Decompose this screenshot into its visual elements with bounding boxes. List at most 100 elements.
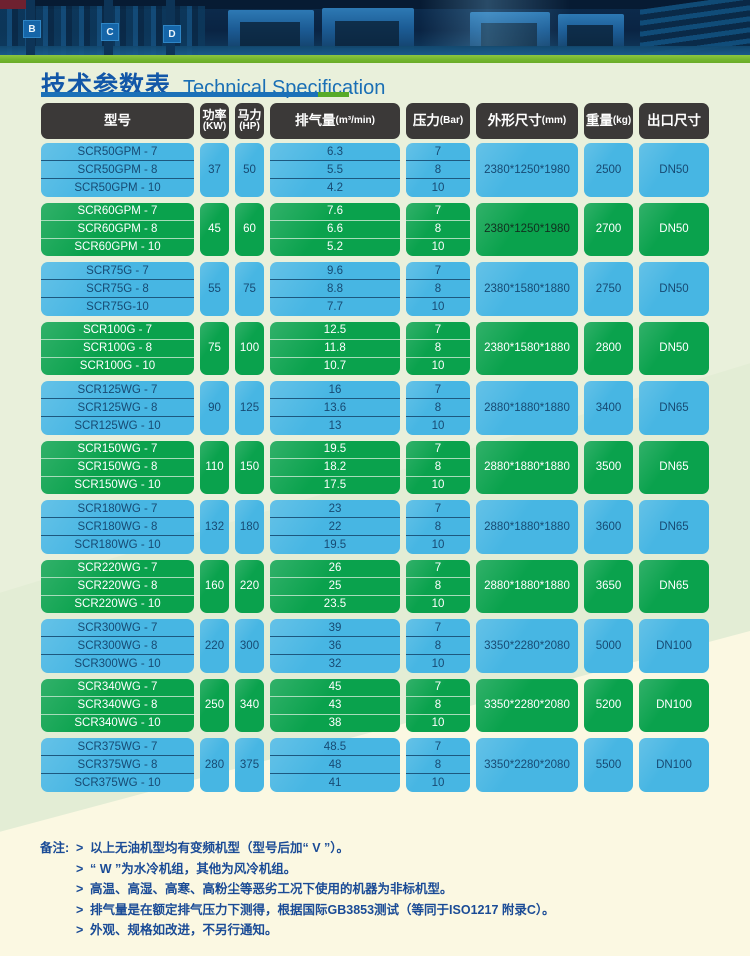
note-line: > 以上无油机型均有变频机型（型号后加“ V ”）。 xyxy=(76,838,555,859)
weight-cell: 5000 xyxy=(584,619,633,673)
pressure-cell-value: 8 xyxy=(406,636,470,654)
displacement-cell: 19.5 18.2 17.5 xyxy=(270,440,400,494)
note-bullet: > xyxy=(76,861,84,876)
dimensions-cell: 3350*2280*2080 xyxy=(476,619,578,673)
header-dimensions: 外形尺寸 (mm) xyxy=(476,103,578,139)
model-cell-value: SCR150WG - 8 xyxy=(41,457,194,476)
pressure-cell-value: 7 xyxy=(434,502,442,515)
outlet-cell: DN65 xyxy=(639,440,709,494)
displacement-cell-value: 4.2 xyxy=(270,178,400,196)
pressure-cell-value: 10 xyxy=(406,535,470,553)
displacement-cell: 23 22 19.5 xyxy=(270,500,400,554)
weight-cell: 2700 xyxy=(584,202,633,256)
model-cell-value: SCR300WG - 10 xyxy=(41,654,194,672)
displacement-cell-value: 38 xyxy=(270,713,400,732)
pressure-cell: 7 8 10 xyxy=(406,143,470,197)
model-cell: SCR340WG - 7 SCR340WG - 8 SCR340WG - 10 xyxy=(41,678,194,732)
dimensions-cell: 2380*1580*1880 xyxy=(476,262,578,316)
model-cell-value: SCR340WG - 10 xyxy=(41,713,194,732)
pressure-cell: 7 8 10 xyxy=(406,440,470,494)
header-outlet: 出口尺寸 xyxy=(639,103,709,139)
banner-red-detail xyxy=(0,0,26,9)
pressure-cell: 7 8 10 xyxy=(406,262,470,316)
notes-lines: > 以上无油机型均有变频机型（型号后加“ V ”）。 > “ W ”为水冷机组，其他为… xyxy=(76,838,555,941)
model-cell-value: SCR375WG - 10 xyxy=(41,773,194,791)
dimensions-cell: 3350*2280*2080 xyxy=(476,738,578,792)
spec-row-scr375wg-7: SCR375WG - 7 SCR375WG - 8 SCR375WG - 10 280… xyxy=(41,738,709,792)
power-cell: 90 xyxy=(200,381,229,435)
outlet-cell: DN100 xyxy=(639,619,709,673)
pressure-cell-value: 10 xyxy=(406,594,470,613)
outlet-cell: DN50 xyxy=(639,143,709,197)
hp-cell: 60 xyxy=(235,202,264,256)
pressure-cell: 7 8 10 xyxy=(406,321,470,375)
pressure-cell-value: 10 xyxy=(406,713,470,732)
model-cell-value: SCR75G - 7 xyxy=(86,264,149,277)
note-bullet: > xyxy=(76,841,84,855)
pressure-cell-value: 7 xyxy=(434,264,442,277)
displacement-cell-value: 17.5 xyxy=(270,475,400,494)
displacement-cell-value: 5.5 xyxy=(270,160,400,178)
outlet-cell: DN65 xyxy=(639,500,709,554)
notes-label: 备注: xyxy=(40,841,70,855)
displacement-cell: 16 13.6 13 xyxy=(270,381,400,435)
displacement-cell-value: 12.5 xyxy=(323,324,347,337)
displacement-cell-value: 18.2 xyxy=(270,457,400,476)
dimensions-cell: 2380*1250*1980 xyxy=(476,143,578,197)
note-text: “ W ”为水冷机组，其他为风冷机组。 xyxy=(90,861,297,876)
displacement-cell-value: 19.5 xyxy=(323,443,347,456)
hp-cell: 125 xyxy=(235,381,264,435)
note-bullet: > xyxy=(76,923,84,937)
dimensions-cell: 3350*2280*2080 xyxy=(476,678,578,732)
model-cell-value: SCR220WG - 7 xyxy=(77,562,158,575)
power-cell: 132 xyxy=(200,500,229,554)
model-cell-value: SCR180WG - 8 xyxy=(41,517,194,535)
model-cell-value: SCR340WG - 8 xyxy=(41,695,194,714)
pressure-cell-value: 7 xyxy=(434,621,442,634)
displacement-cell: 12.5 11.8 10.7 xyxy=(270,321,400,375)
model-cell-value: SCR220WG - 10 xyxy=(41,594,194,613)
hp-cell: 300 xyxy=(235,619,264,673)
model-cell-value: SCR375WG - 7 xyxy=(77,740,158,753)
banner-machine xyxy=(558,14,624,52)
model-cell: SCR50GPM - 7 SCR50GPM - 8 SCR50GPM - 10 xyxy=(41,143,194,197)
model-cell-value: SCR300WG - 8 xyxy=(41,636,194,654)
header-hp: 马力 (HP) xyxy=(235,103,264,139)
note-text: 排气量是在额定排气压力下测得，根据国际GB3853测试（等同于ISO1217 附… xyxy=(90,902,555,917)
displacement-cell-value: 23.5 xyxy=(270,594,400,613)
model-cell-value: SCR125WG - 8 xyxy=(41,398,194,416)
displacement-cell-value: 23 xyxy=(328,502,342,515)
weight-cell: 5200 xyxy=(584,678,633,732)
spec-row-scr75g-7: SCR75G - 7 SCR75G - 8 SCR75G-10 55 75 9.6 8.8 7… xyxy=(41,262,709,316)
pressure-cell-value: 8 xyxy=(406,338,470,357)
model-cell-value: SCR100G - 10 xyxy=(41,356,194,375)
displacement-cell-value: 11.8 xyxy=(270,338,400,357)
pressure-cell-value: 7 xyxy=(434,740,442,753)
model-cell-value: SCR220WG - 8 xyxy=(41,576,194,595)
outlet-cell: DN50 xyxy=(639,262,709,316)
model-cell: SCR180WG - 7 SCR180WG - 8 SCR180WG - 10 xyxy=(41,500,194,554)
model-cell-value: SCR100G - 7 xyxy=(82,324,153,337)
model-cell: SCR60GPM - 7 SCR60GPM - 8 SCR60GPM - 10 xyxy=(41,202,194,256)
hp-cell: 220 xyxy=(235,559,264,613)
weight-cell: 2500 xyxy=(584,143,633,197)
dimensions-cell: 2380*1250*1980 xyxy=(476,202,578,256)
displacement-cell: 7.6 6.6 5.2 xyxy=(270,202,400,256)
pressure-cell: 7 8 10 xyxy=(406,559,470,613)
weight-cell: 3400 xyxy=(584,381,633,435)
pressure-cell-value: 7 xyxy=(434,443,442,456)
model-cell: SCR375WG - 7 SCR375WG - 8 SCR375WG - 10 xyxy=(41,738,194,792)
banner-machine xyxy=(470,12,550,52)
hp-cell: 180 xyxy=(235,500,264,554)
model-cell-value: SCR75G - 8 xyxy=(41,279,194,297)
model-cell: SCR220WG - 7 SCR220WG - 8 SCR220WG - 10 xyxy=(41,559,194,613)
pressure-cell: 7 8 10 xyxy=(406,738,470,792)
displacement-cell-value: 25 xyxy=(270,576,400,595)
model-cell-value: SCR50GPM - 8 xyxy=(41,160,194,178)
displacement-cell: 45 43 38 xyxy=(270,678,400,732)
power-cell: 55 xyxy=(200,262,229,316)
model-cell: SCR300WG - 7 SCR300WG - 8 SCR300WG - 10 xyxy=(41,619,194,673)
pressure-cell-value: 8 xyxy=(406,517,470,535)
pressure-cell: 7 8 10 xyxy=(406,619,470,673)
pressure-cell-value: 7 xyxy=(434,205,442,218)
